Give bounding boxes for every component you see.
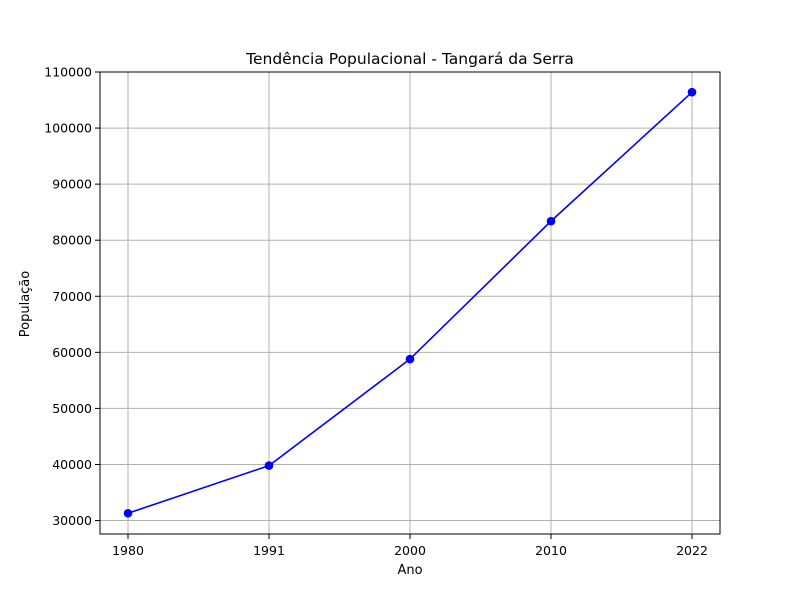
data-point-marker — [687, 87, 697, 97]
y-tick-label: 40000 — [52, 457, 92, 472]
data-point-marker — [405, 354, 415, 364]
x-tick-label: 2022 — [676, 543, 708, 558]
x-tick-label: 1980 — [112, 543, 144, 558]
data-point-marker — [546, 216, 556, 226]
x-axis-label: Ano — [397, 563, 422, 578]
y-tick-label: 110000 — [44, 65, 92, 80]
grid-layer — [100, 71, 720, 534]
y-tick-label: 70000 — [52, 289, 92, 304]
y-tick-label: 30000 — [52, 513, 92, 528]
data-point-marker — [264, 461, 274, 470]
y-tick-label: 80000 — [52, 233, 92, 248]
y-tick-label: 60000 — [52, 345, 92, 360]
y-tick-label: 90000 — [52, 177, 92, 192]
data-point-marker — [123, 508, 133, 518]
x-tick-label: 1991 — [253, 543, 285, 558]
series-layer — [123, 87, 697, 518]
x-tick-label: 2010 — [535, 543, 567, 558]
ticks-layer: 1980 1991 2000 2010 2022 30000 40000 50000 60000… — [44, 65, 708, 559]
chart-title: Tendência Populacional - Tangará da Serr… — [245, 50, 574, 68]
y-tick-label: 100000 — [44, 121, 92, 136]
x-tick-label: 2000 — [394, 543, 426, 558]
y-axis-label: População — [18, 271, 33, 338]
y-tick-label: 50000 — [52, 401, 92, 416]
